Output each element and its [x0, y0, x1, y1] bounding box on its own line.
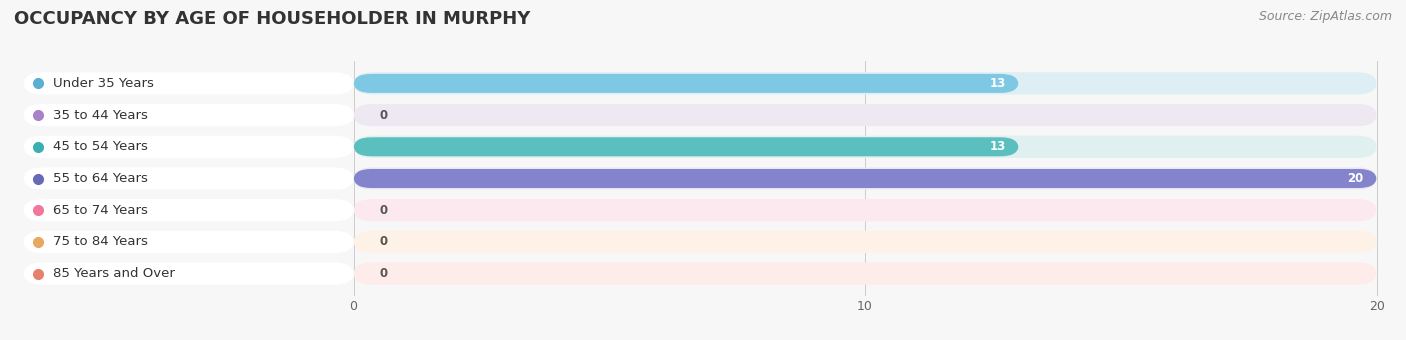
FancyBboxPatch shape	[353, 74, 1018, 93]
Text: 75 to 84 Years: 75 to 84 Years	[53, 235, 148, 249]
FancyBboxPatch shape	[24, 136, 353, 158]
Text: 65 to 74 Years: 65 to 74 Years	[53, 204, 148, 217]
FancyBboxPatch shape	[353, 262, 1376, 285]
FancyBboxPatch shape	[353, 231, 1376, 253]
FancyBboxPatch shape	[353, 167, 1376, 190]
Text: OCCUPANCY BY AGE OF HOUSEHOLDER IN MURPHY: OCCUPANCY BY AGE OF HOUSEHOLDER IN MURPH…	[14, 10, 530, 28]
Text: 13: 13	[990, 77, 1005, 90]
FancyBboxPatch shape	[24, 104, 353, 126]
FancyBboxPatch shape	[353, 136, 1376, 158]
Text: 45 to 54 Years: 45 to 54 Years	[53, 140, 148, 153]
Text: 35 to 44 Years: 35 to 44 Years	[53, 108, 148, 122]
FancyBboxPatch shape	[353, 169, 1376, 188]
Text: 85 Years and Over: 85 Years and Over	[53, 267, 176, 280]
Text: Source: ZipAtlas.com: Source: ZipAtlas.com	[1258, 10, 1392, 23]
FancyBboxPatch shape	[353, 199, 1376, 221]
Text: 55 to 64 Years: 55 to 64 Years	[53, 172, 148, 185]
Text: 13: 13	[990, 140, 1005, 153]
Text: 0: 0	[380, 204, 387, 217]
FancyBboxPatch shape	[353, 104, 1376, 126]
Text: 0: 0	[380, 267, 387, 280]
FancyBboxPatch shape	[24, 72, 353, 95]
FancyBboxPatch shape	[353, 137, 1018, 156]
FancyBboxPatch shape	[24, 199, 353, 221]
Text: 0: 0	[380, 235, 387, 249]
FancyBboxPatch shape	[24, 167, 353, 190]
Text: 20: 20	[1347, 172, 1364, 185]
FancyBboxPatch shape	[24, 231, 353, 253]
FancyBboxPatch shape	[24, 262, 353, 285]
Text: 0: 0	[380, 108, 387, 122]
Text: Under 35 Years: Under 35 Years	[53, 77, 155, 90]
FancyBboxPatch shape	[353, 72, 1376, 95]
